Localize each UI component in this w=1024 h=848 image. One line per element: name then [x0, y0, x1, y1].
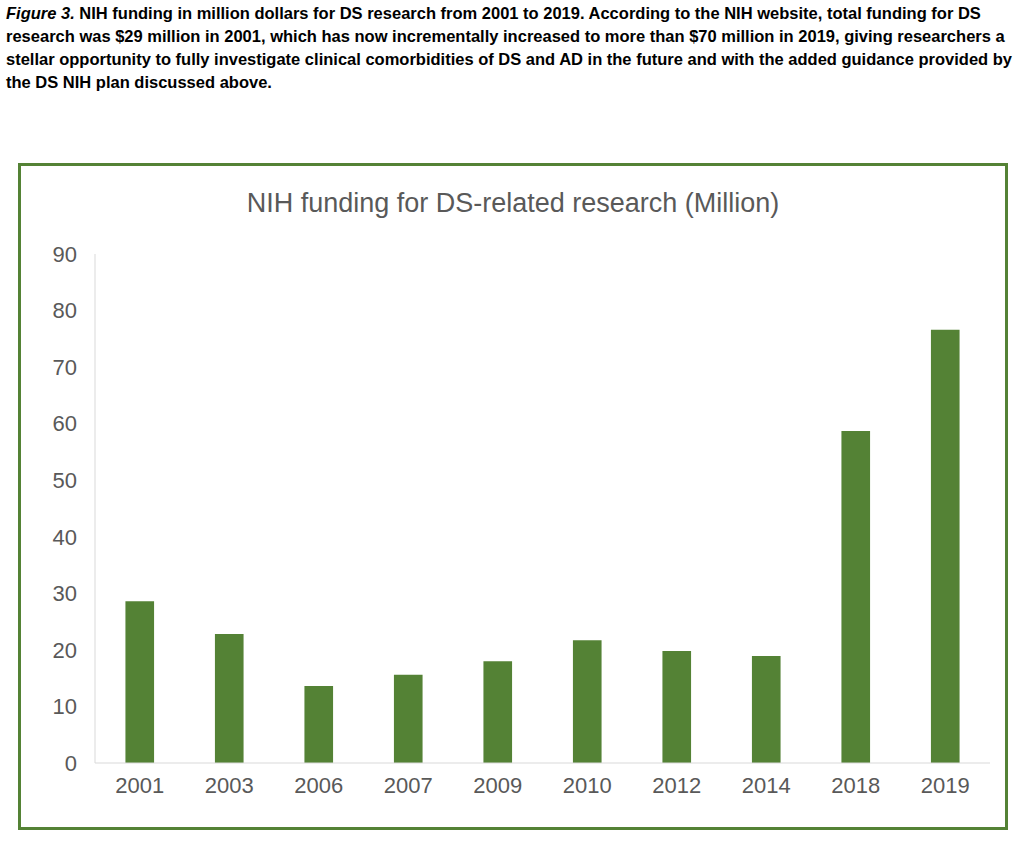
svg-text:2019: 2019: [921, 773, 970, 798]
svg-text:30: 30: [53, 581, 77, 606]
svg-text:2003: 2003: [205, 773, 254, 798]
html-text:NIH funding for DS-related res: NIH funding for DS-related research (Mil…: [246, 188, 780, 218]
svg-text:2007: 2007: [384, 773, 433, 798]
svg-text:0: 0: [65, 751, 77, 776]
svg-text:80: 80: [53, 298, 77, 323]
svg-text:2010: 2010: [563, 773, 612, 798]
svg-text:20: 20: [53, 638, 77, 663]
svg-text:2001: 2001: [115, 773, 164, 798]
svg-text:40: 40: [53, 525, 77, 550]
svg-text:2018: 2018: [831, 773, 880, 798]
svg-text:50: 50: [53, 468, 77, 493]
svg-text:2006: 2006: [294, 773, 343, 798]
svg-text:90: 90: [53, 242, 77, 267]
svg-text:2009: 2009: [473, 773, 522, 798]
svg-text:2012: 2012: [652, 773, 701, 798]
svg-text:2014: 2014: [742, 773, 791, 798]
html-text:Figure 3. NIH funding in milli: Figure 3. NIH funding in million dollars…: [6, 4, 1012, 91]
svg-text:60: 60: [53, 411, 77, 436]
svg-text:70: 70: [53, 355, 77, 380]
svg-text:10: 10: [53, 694, 77, 719]
